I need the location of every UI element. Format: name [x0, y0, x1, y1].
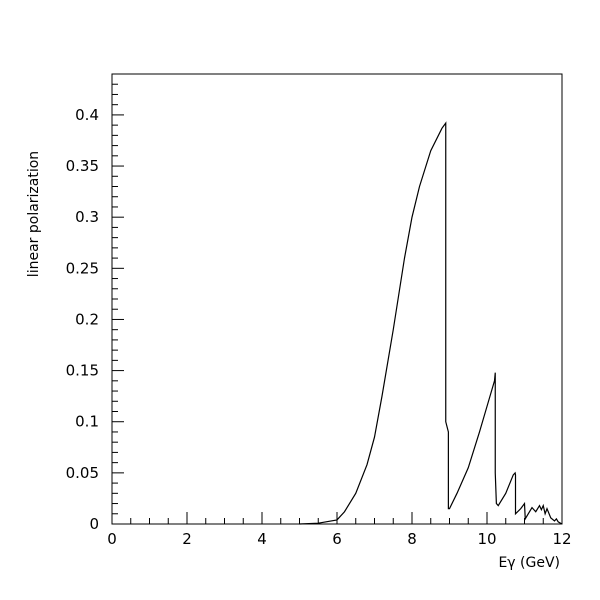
y-tick-label: 0.2 [75, 310, 99, 328]
y-axis-title: linear polarization [26, 151, 42, 277]
y-tick-label: 0 [89, 515, 99, 533]
x-tick-label: 4 [257, 530, 267, 548]
x-tick-label: 0 [107, 530, 117, 548]
x-tick-label: 10 [477, 530, 496, 548]
y-tick-label: 0.1 [75, 413, 99, 431]
y-tick-label: 0.15 [66, 362, 99, 380]
y-axis-tick-labels: 0 0.05 0.1 0.15 0.2 0.25 0.3 0.35 0.4 [66, 106, 99, 533]
y-tick-label: 0.3 [75, 208, 99, 226]
y-tick-label: 0.05 [66, 464, 99, 482]
x-axis-tick-labels: 0 2 4 6 8 10 12 [107, 530, 571, 548]
x-tick-label: 6 [332, 530, 342, 548]
y-tick-label: 0.25 [66, 259, 99, 277]
y-axis-ticks [112, 73, 124, 525]
x-axis-title: Eγ (GeV) [498, 555, 560, 571]
x-axis-ticks [111, 512, 563, 524]
plot-frame [111, 73, 563, 525]
polarization-curve [299, 121, 563, 525]
x-tick-label: 8 [407, 530, 417, 548]
y-tick-label: 0.35 [66, 157, 99, 175]
x-tick-label: 2 [182, 530, 192, 548]
x-tick-label: 12 [552, 530, 571, 548]
y-tick-label: 0.4 [75, 106, 99, 124]
